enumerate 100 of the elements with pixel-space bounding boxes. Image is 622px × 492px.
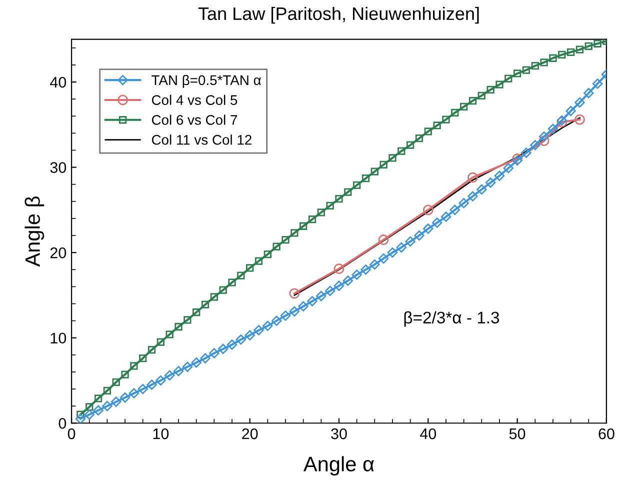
x-tick-label: 20 — [242, 428, 258, 440]
point — [342, 276, 354, 286]
point — [138, 384, 148, 394]
point — [271, 316, 282, 326]
point — [148, 346, 156, 354]
point — [146, 380, 157, 390]
point — [594, 40, 602, 48]
point — [566, 106, 576, 116]
point — [290, 229, 298, 237]
point — [254, 325, 264, 336]
point — [398, 147, 406, 155]
x-tick-label: 50 — [509, 428, 526, 440]
point — [566, 48, 575, 56]
x-tick-label: 30 — [331, 428, 347, 440]
point — [218, 344, 228, 354]
point — [442, 116, 450, 124]
point — [210, 293, 218, 301]
point — [503, 163, 514, 174]
point — [380, 160, 388, 169]
point — [370, 259, 380, 270]
x-tick-label: 60 — [598, 428, 614, 440]
point — [174, 322, 182, 331]
point — [432, 218, 442, 228]
point — [164, 370, 175, 380]
point — [406, 141, 414, 149]
chart-title: Tan Law [Paritosh, Nieuwenhuizen] — [198, 6, 479, 24]
point — [75, 414, 86, 424]
point — [237, 272, 245, 280]
y-tick-label: 20 — [50, 247, 66, 258]
point — [219, 286, 227, 294]
x-tick-label: 40 — [420, 428, 436, 440]
point — [558, 50, 566, 59]
point — [324, 286, 336, 296]
x-tick-label: 0 — [68, 428, 76, 440]
legend-label: TAN β=0.5*TAN α — [152, 74, 261, 88]
point — [538, 136, 550, 146]
point — [360, 264, 371, 275]
point — [530, 140, 540, 150]
point — [300, 222, 308, 230]
point — [93, 405, 104, 416]
point — [478, 92, 486, 100]
point — [574, 97, 585, 108]
point — [370, 168, 378, 176]
point — [308, 215, 316, 224]
point — [460, 102, 468, 111]
point — [423, 224, 434, 234]
point — [264, 250, 272, 258]
point — [128, 388, 140, 398]
point — [378, 234, 389, 245]
point — [228, 278, 236, 286]
point — [396, 242, 407, 253]
point — [458, 198, 469, 208]
x-axis-title: Angle α — [303, 456, 374, 476]
point — [246, 264, 254, 272]
point — [494, 170, 505, 181]
point — [576, 46, 584, 54]
point — [236, 334, 246, 345]
point — [103, 386, 112, 395]
point — [504, 74, 512, 82]
point — [110, 396, 122, 407]
point — [156, 375, 166, 386]
point — [156, 338, 165, 346]
point — [139, 354, 147, 362]
point — [344, 188, 352, 196]
point — [388, 154, 396, 162]
legend-label: Col 4 vs Col 5 — [152, 94, 238, 105]
point — [521, 148, 532, 158]
legend-label: Col 6 vs Col 7 — [152, 114, 238, 125]
point — [387, 247, 398, 258]
point — [226, 340, 238, 350]
point — [496, 80, 504, 88]
point — [84, 409, 94, 420]
point — [468, 191, 478, 202]
point — [540, 58, 548, 66]
point — [282, 236, 290, 244]
point — [192, 308, 200, 316]
point — [353, 181, 361, 190]
point — [422, 204, 434, 216]
point — [200, 353, 210, 364]
point — [433, 122, 441, 130]
point — [112, 378, 120, 386]
point — [574, 114, 585, 125]
point — [486, 86, 494, 94]
point — [191, 357, 202, 368]
point — [102, 400, 112, 412]
point — [450, 204, 460, 216]
point — [76, 410, 84, 418]
point — [130, 362, 138, 370]
legend-label: Col 11 vs Col 12 — [152, 134, 252, 145]
y-tick-label: 40 — [50, 76, 66, 88]
point — [86, 403, 94, 411]
point — [522, 66, 530, 74]
y-tick-label: 30 — [50, 162, 66, 173]
point — [166, 330, 174, 338]
point — [289, 288, 300, 299]
point — [440, 212, 452, 222]
point — [316, 290, 326, 302]
point — [244, 330, 255, 340]
point — [121, 370, 129, 378]
point — [548, 124, 558, 134]
